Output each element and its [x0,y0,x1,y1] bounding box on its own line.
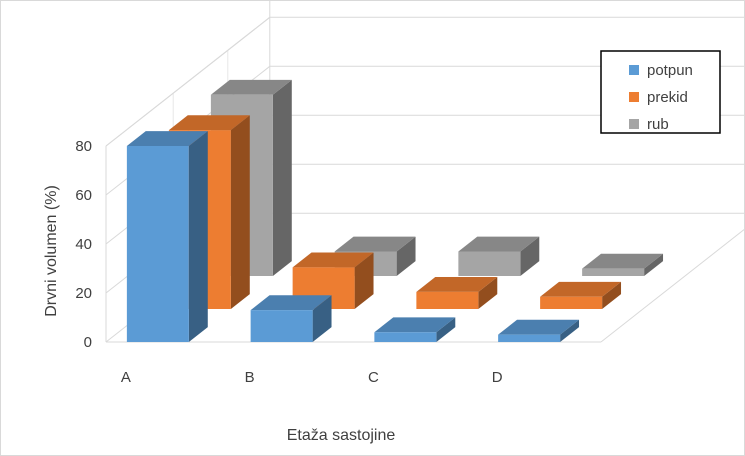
bar-rub-C [458,236,540,276]
bar-prekid-D [540,281,622,309]
legend-label: rub [647,116,669,133]
legend-swatch [629,119,639,129]
y-tick-label: 60 [75,187,92,204]
y-tick-label: 0 [84,334,92,351]
bars [126,79,664,342]
bar-potpun-A [126,131,208,342]
y-tick-label: 40 [75,236,92,253]
legend-label: potpun [647,62,693,79]
bar-prekid-C [416,277,498,309]
bar-potpun-D [498,319,580,342]
bar-potpun-B [250,295,332,342]
bar-rub-D [582,253,664,276]
y-axis-title: Drvni volumen (%) [43,185,60,317]
x-tick-label: B [245,369,255,386]
y-tick-labels: 0 20 40 60 80 [75,138,92,351]
legend-label: prekid [647,89,688,106]
bar-potpun-C [374,317,456,342]
legend: potpun prekid rub [600,50,721,134]
legend-swatch [629,65,639,75]
y-tick-label: 80 [75,138,92,155]
gridline-side [105,16,271,147]
legend-box [600,50,721,134]
x-axis-title: Etaža sastojine [287,427,396,444]
x-tick-labels: A B C D [121,369,503,386]
x-tick-label: D [492,369,503,386]
legend-swatch [629,92,639,102]
x-tick-label: A [121,369,131,386]
x-tick-label: C [368,369,379,386]
y-tick-label: 20 [75,285,92,302]
